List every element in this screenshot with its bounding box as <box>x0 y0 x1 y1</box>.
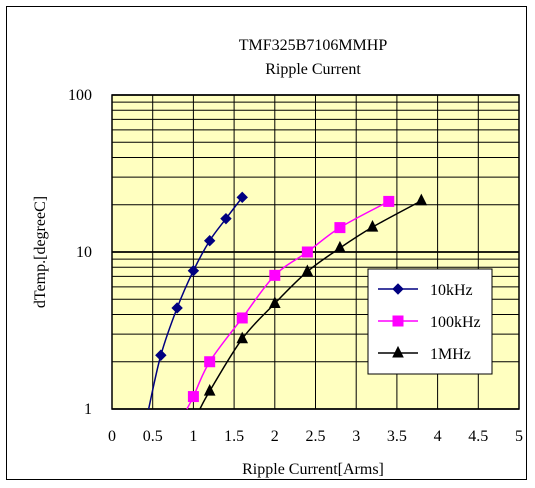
x-axis-label: Ripple Current[Arms] <box>242 461 384 478</box>
data-point <box>220 212 232 225</box>
x-tick-label: 0.5 <box>143 428 163 445</box>
chart-title: TMF325B7106MMHP <box>239 37 388 54</box>
x-tick-label: 4.5 <box>468 428 488 445</box>
data-point <box>383 195 395 207</box>
data-point <box>415 193 428 206</box>
legend-label: 100kHz <box>430 314 481 331</box>
legend-label: 1MHz <box>430 346 471 363</box>
y-axis-label: dTemp.[degreeC] <box>32 196 49 308</box>
series-100kHz <box>186 195 395 410</box>
chart-subtitle: Ripple Current <box>265 61 361 78</box>
legend-marker <box>392 315 404 327</box>
x-tick-label: 3.5 <box>387 428 407 445</box>
data-point <box>203 235 216 247</box>
x-tick-label: 1.5 <box>224 428 244 445</box>
data-point <box>334 240 346 253</box>
data-point <box>334 222 346 234</box>
y-tick-label: 10 <box>76 244 92 261</box>
data-point <box>187 391 199 403</box>
x-tick-label: 4 <box>434 428 442 445</box>
y-tick-label: 1 <box>84 401 92 418</box>
data-point <box>236 331 249 344</box>
legend-label: 10kHz <box>430 282 473 299</box>
x-tick-label: 3 <box>352 428 360 445</box>
data-point <box>268 296 281 308</box>
data-point <box>171 302 183 314</box>
data-point <box>203 383 216 396</box>
y-tick-label: 100 <box>68 87 92 104</box>
legend-marker <box>392 283 404 295</box>
x-tick-label: 2.5 <box>306 428 326 445</box>
legend-marker <box>392 345 404 358</box>
data-point <box>301 246 313 258</box>
x-tick-label: 1 <box>189 428 197 445</box>
data-point <box>155 349 167 361</box>
series-10kHz <box>147 191 248 410</box>
data-point <box>236 191 248 204</box>
data-point <box>187 265 200 277</box>
series-1MHz <box>199 193 428 410</box>
x-tick-label: 2 <box>271 428 279 445</box>
x-tick-label: 5 <box>515 428 523 445</box>
data-point <box>204 356 216 368</box>
data-point <box>301 264 314 277</box>
data-point <box>366 220 379 232</box>
data-point <box>269 269 281 281</box>
x-tick-label: 0 <box>108 428 116 445</box>
data-point <box>236 312 248 324</box>
plot-border <box>111 94 520 410</box>
